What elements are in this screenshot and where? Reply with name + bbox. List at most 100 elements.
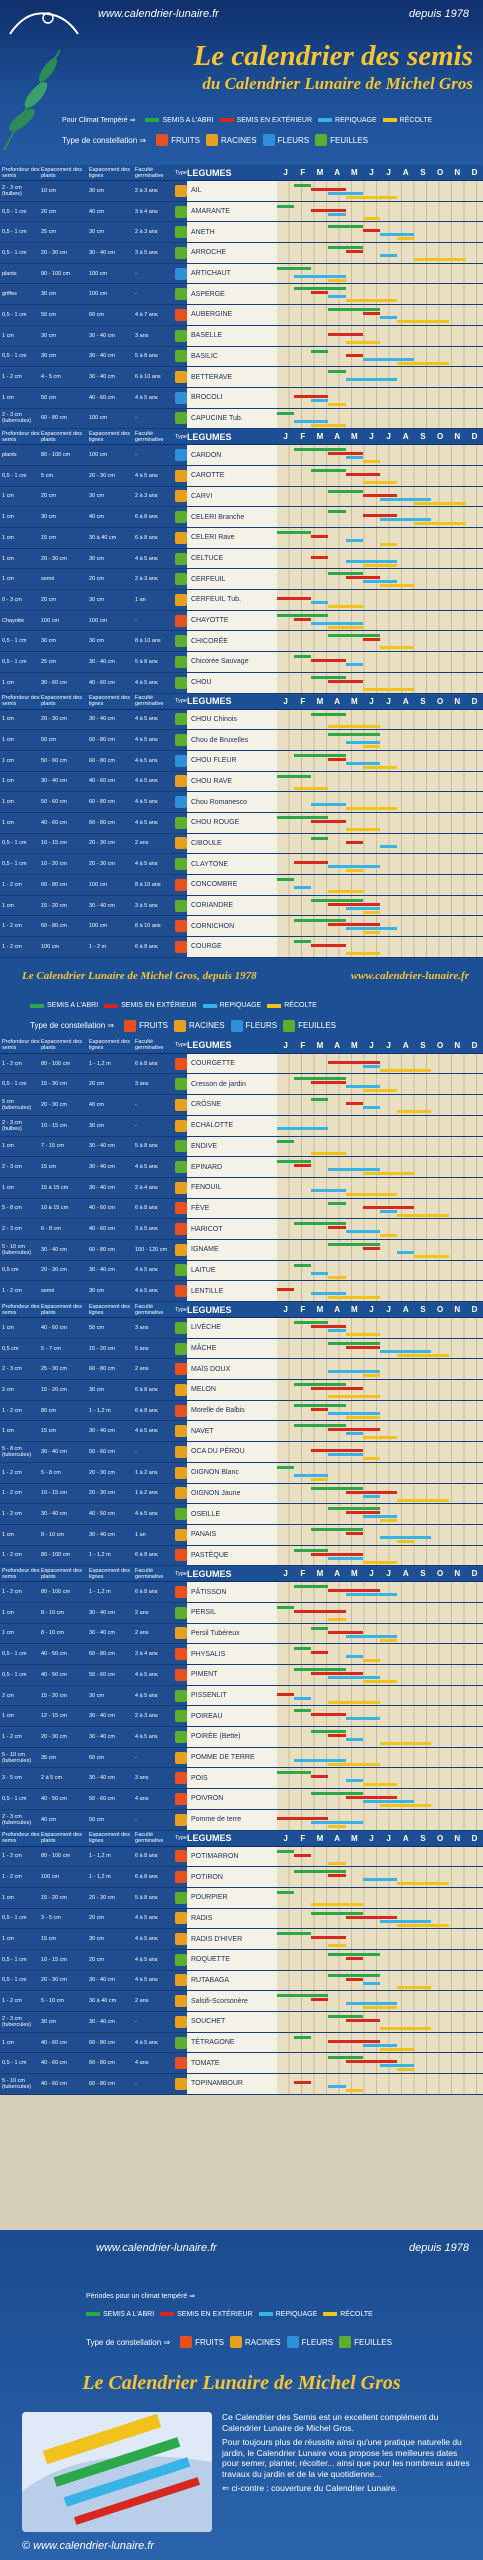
table-row: 2 - 3 cm (bulbes) 10 - 15 cm 30 cm - ECHALOT… <box>0 1115 483 1137</box>
spacing-rows: 20 cm <box>89 576 104 583</box>
spacing-plants: 50 cm <box>41 311 56 318</box>
period-bar <box>328 1275 346 1279</box>
vegetable-name: PERSIL <box>187 1602 277 1623</box>
month-8: A <box>402 696 409 706</box>
depth: 1 cm <box>2 394 14 401</box>
period-bar <box>345 1915 398 1919</box>
month-2: F <box>300 696 306 706</box>
header-site[interactable]: www.calendrier-lunaire.fr <box>98 8 219 20</box>
spacing-rows: 30 à 40 cm <box>89 534 117 541</box>
depth: 1 - 2 cm <box>2 1511 22 1518</box>
period-bar <box>362 687 415 691</box>
period-bar <box>294 1403 346 1407</box>
legend-recolte: RÉCOLTE <box>382 117 432 124</box>
footer-title: Le Calendrier Lunaire de Michel Gros <box>82 2372 401 2394</box>
footer-site[interactable]: www.calendrier-lunaire.fr <box>96 2242 217 2254</box>
constellation-type-icon <box>175 635 187 648</box>
spacing-rows: 60 - 80 cm <box>89 2039 115 2046</box>
period-bar <box>328 1428 380 1432</box>
table-row: 1 cm 15 à 15 cm 30 - 40 cm 2 à 4 ans FENOUIL <box>0 1177 483 1199</box>
period-bar <box>345 456 363 460</box>
constellation-type-icon <box>175 655 187 668</box>
vegetable-name: BETTERAVE <box>187 367 277 387</box>
month-grid <box>277 1887 483 1908</box>
table-row: 1 cm 15 cm 30 cm 4 à 5 ans RADIS D'HIVER <box>0 1929 483 1950</box>
month-grid <box>277 1582 483 1602</box>
depth: 1 cm <box>2 2039 14 2046</box>
depth: 2 - 3 cm <box>2 1164 22 1171</box>
flower-icon <box>262 134 275 146</box>
spacing-rows: 30 - 40 cm <box>89 1428 115 1435</box>
vegetable-name: ARROCHE <box>187 243 277 263</box>
table-row: 2 cm 15 - 20 cm 30 cm 4 à 5 ans PISSENLIT <box>0 1685 483 1707</box>
period-bar <box>311 1407 329 1411</box>
month-2: F <box>300 1040 306 1050</box>
germination: 1 à 2 ans <box>135 1469 158 1476</box>
depth: 0,5 - 1 cm <box>2 840 27 847</box>
depth: 0,5 - 1 cm <box>2 658 27 665</box>
spacing-plants: 25 cm <box>41 658 56 665</box>
spacing-rows: 50 cm <box>89 1816 104 1823</box>
depth: 1 cm <box>2 1894 14 1901</box>
vegetable-name: ARTICHAUT <box>187 263 277 284</box>
footer-period-swatches: SEMIS A L'ABRI SEMIS EN EXTÉRIEUR REPIQU… <box>86 2306 475 2322</box>
month-grid <box>277 792 483 812</box>
depth: 1 - 2 cm <box>2 1853 22 1860</box>
spacing-plants: 20 - 30 cm <box>41 1733 67 1740</box>
month-12: D <box>471 1833 478 1843</box>
table-row: 0,5 - 1 cm 40 - 50 cm 50 - 60 cm 4 à 5 ans P… <box>0 1665 483 1686</box>
month-grid <box>277 1260 483 1281</box>
spacing-rows: 30 à 40 cm <box>89 1998 117 2005</box>
period-bar <box>277 1932 312 1936</box>
period-bar <box>345 906 380 910</box>
period-bar <box>379 1535 432 1539</box>
depth: 1 cm <box>2 514 14 521</box>
period-bar <box>379 1209 398 1213</box>
period-bar <box>294 753 346 757</box>
vegetable-name: BASILIC <box>187 346 277 367</box>
table-row: 0,5 - 1 cm 20 cm 40 cm 3 à 4 ans AMARANTE <box>0 201 483 223</box>
period-bar <box>328 370 346 374</box>
spacing-rows: 30 cm <box>89 596 104 603</box>
vegetable-name: Morelle de Balbis <box>187 1400 277 1421</box>
germination: 2 à 3 ans <box>135 493 158 500</box>
leaves-decoration-icon <box>3 49 61 151</box>
constellation-type-icon <box>175 1689 187 1702</box>
period-bar <box>277 411 295 415</box>
copyright[interactable]: © www.calendrier-lunaire.fr <box>22 2540 155 2552</box>
period-bar <box>379 1349 432 1353</box>
month-5: M <box>350 1833 358 1843</box>
depth: 5 - 10 cm (tubercules) <box>2 2077 32 2090</box>
month-2: F <box>300 168 306 177</box>
spacing-rows: 30 cm <box>89 1936 104 1943</box>
germination: 5 ans <box>135 1345 149 1352</box>
spacing-rows: 30 cm <box>89 1122 104 1129</box>
depth: 0,5 - 1 cm <box>2 638 27 645</box>
depth: 1 cm <box>2 1936 14 1943</box>
depth: 1 - 2 cm <box>2 943 22 950</box>
month-8: A <box>402 1569 409 1579</box>
spacing-plants: 15 - 30 cm <box>41 1081 67 1088</box>
spacing-plants: 8 - 10 cm <box>41 1531 64 1538</box>
spacing-rows: 100 cm <box>89 291 108 298</box>
vegetable-name: PHYSALIS <box>187 1644 277 1664</box>
footer-description: Ce Calendrier des Semis est un excellent… <box>222 2412 470 2493</box>
germination: - <box>135 415 137 422</box>
constellation-type-icon <box>175 1995 187 2008</box>
period-bar <box>379 497 432 501</box>
period-bar <box>362 493 398 497</box>
spacing-rows: 100 cm <box>89 415 108 422</box>
table-row: 1 cm 7 - 15 cm 30 - 40 cm 5 à 8 ans ENDIVE <box>0 1136 483 1158</box>
period-bar <box>328 733 380 737</box>
period-bar <box>397 1539 415 1543</box>
table-header: Profondeur des semis Espacement des plant… <box>0 1302 483 1318</box>
depth: 0,5 - 1 cm <box>2 1795 27 1802</box>
constellation-type-icon <box>175 184 187 197</box>
period-bar <box>311 398 329 402</box>
period-bar <box>379 2027 432 2030</box>
table-header: Profondeur des semis Espacement des plant… <box>0 1830 483 1847</box>
spacing-rows: 1 - 1,2 m <box>89 1589 111 1596</box>
constellation-type-icon <box>175 1181 187 1194</box>
month-grid <box>277 1442 483 1462</box>
germination: - <box>135 1754 137 1761</box>
